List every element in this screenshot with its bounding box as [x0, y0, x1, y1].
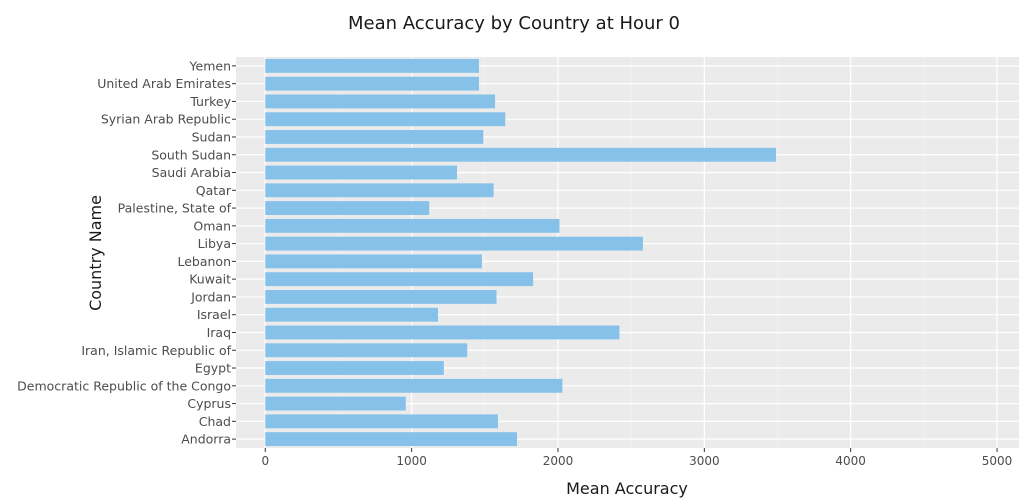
- y-tick-label: Andorra: [181, 432, 231, 447]
- bar: [265, 236, 643, 251]
- bar: [265, 218, 560, 233]
- bar: [265, 325, 620, 340]
- y-tick-label: Lebanon: [177, 254, 231, 269]
- y-tick-label: Chad: [199, 414, 231, 429]
- y-tick-label: Oman: [193, 218, 231, 233]
- y-tick-label: Qatar: [196, 183, 232, 198]
- y-tick-label: Cyprus: [187, 396, 231, 411]
- bar: [265, 130, 484, 144]
- y-axis-title: Country Name: [86, 195, 105, 311]
- x-tick-label: 3000: [689, 454, 720, 468]
- y-tick-label: Iraq: [207, 325, 231, 340]
- bar: [265, 112, 506, 127]
- bar: [265, 147, 777, 162]
- x-tick-label: 1000: [396, 454, 427, 468]
- bar: [265, 396, 406, 411]
- y-tick-label: Jordan: [190, 289, 231, 304]
- bar: [265, 414, 498, 429]
- x-axis: 0 1000 2000 3000 4000 5000: [261, 448, 1012, 468]
- y-tick-label: United Arab Emirates: [97, 76, 231, 91]
- y-axis: Yemen United Arab Emirates Turkey Syrian Ar…: [17, 58, 236, 447]
- bar: [265, 378, 563, 393]
- chart-title: Mean Accuracy by Country at Hour 0: [348, 13, 680, 34]
- bar: [265, 307, 438, 322]
- bar: [265, 272, 534, 287]
- x-tick-label: 2000: [543, 454, 574, 468]
- bar: [265, 432, 518, 447]
- bar: [265, 201, 430, 215]
- bars: [265, 58, 777, 447]
- y-tick-label: Iran, Islamic Republic of: [81, 343, 231, 358]
- x-axis-title: Mean Accuracy: [566, 479, 688, 498]
- x-tick-label: 4000: [835, 454, 866, 468]
- bar: [265, 58, 479, 73]
- y-tick-label: Kuwait: [189, 272, 231, 287]
- bar: [265, 290, 497, 304]
- bar: [265, 94, 496, 109]
- bar: [265, 183, 494, 198]
- y-tick-label: Saudi Arabia: [152, 165, 231, 180]
- x-tick-label: 5000: [982, 454, 1013, 468]
- bar: [265, 343, 468, 358]
- y-tick-label: Libya: [198, 236, 231, 251]
- bar: [265, 254, 482, 269]
- y-tick-label: Democratic Republic of the Congo: [17, 378, 231, 393]
- y-tick-label: Israel: [197, 307, 231, 322]
- y-tick-label: Egypt: [195, 361, 231, 376]
- y-tick-label: Palestine, State of: [118, 201, 232, 216]
- y-tick-label: Syrian Arab Republic: [101, 112, 231, 127]
- bar: [265, 76, 479, 91]
- bar: [265, 165, 457, 180]
- y-tick-label: South Sudan: [151, 147, 231, 162]
- x-tick-label: 0: [261, 454, 269, 468]
- y-tick-label: Sudan: [192, 129, 231, 144]
- bar: [265, 361, 444, 375]
- y-tick-label: Yemen: [189, 58, 231, 73]
- y-tick-label: Turkey: [189, 94, 231, 109]
